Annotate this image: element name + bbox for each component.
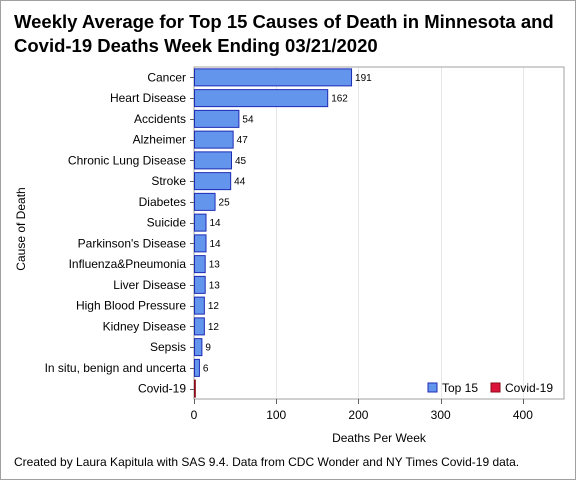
legend-swatch: [490, 382, 501, 393]
data-label: 13: [209, 260, 221, 271]
legend: Top 15 Covid-19: [427, 381, 553, 395]
footnote: Created by Laura Kapitula with SAS 9.4. …: [14, 455, 520, 469]
bar: [194, 68, 353, 87]
category-label: Sepsis: [150, 340, 186, 354]
data-label: 45: [235, 156, 247, 167]
bar: [194, 338, 203, 357]
bar: [194, 275, 206, 294]
x-tick-label: 100: [266, 408, 286, 422]
category-label: Liver Disease: [113, 278, 186, 292]
bar: [194, 255, 206, 274]
bar-layer: [194, 68, 353, 398]
data-label: 162: [331, 94, 348, 105]
bar: [194, 317, 205, 336]
legend-swatch: [427, 382, 438, 393]
category-label: Alzheimer: [133, 133, 186, 147]
category-label: Diabetes: [139, 195, 186, 209]
data-label: 12: [208, 322, 220, 333]
category-label: Cancer: [147, 70, 186, 84]
legend-label: Covid-19: [505, 381, 553, 395]
bar: [194, 172, 232, 191]
data-label: 54: [242, 114, 254, 125]
axis-layer: 0 100 200 300 400 Cancer Heart Disease Accident…: [45, 66, 565, 422]
data-label: 47: [237, 135, 249, 146]
data-label: 25: [219, 197, 231, 208]
data-label: 13: [209, 280, 221, 291]
category-label: Accidents: [134, 112, 186, 126]
category-label: Influenza&Pneumonia: [69, 257, 187, 271]
bar: [194, 109, 240, 128]
bar: [194, 192, 216, 211]
category-label: Suicide: [147, 216, 187, 230]
category-label: Heart Disease: [110, 91, 186, 105]
bar: [194, 234, 207, 253]
data-label: 6: [203, 363, 209, 374]
data-label: 12: [208, 301, 220, 312]
category-label: In situ, benign and uncerta: [45, 361, 187, 375]
x-tick-label: 400: [513, 408, 533, 422]
category-label: Chronic Lung Disease: [68, 153, 186, 167]
category-label: Stroke: [151, 174, 186, 188]
data-label: 14: [210, 239, 222, 250]
data-label: 9: [205, 343, 211, 354]
bar: [194, 130, 234, 149]
grid-layer: [276, 67, 524, 399]
data-label: 14: [210, 218, 222, 229]
category-label: Covid-19: [138, 382, 186, 396]
bar: [194, 358, 200, 377]
category-label: Parkinson's Disease: [78, 236, 187, 250]
data-label: 44: [234, 177, 246, 188]
y-axis-label: Cause of Death: [14, 187, 28, 270]
chart-title: Weekly Average for Top 15 Causes of Deat…: [14, 11, 554, 56]
bar: [194, 89, 329, 108]
bar: [194, 296, 205, 315]
bar: [194, 213, 207, 232]
bar: [194, 151, 232, 170]
plot-area-frame: [193, 66, 565, 400]
x-axis-label: Deaths Per Week: [332, 431, 427, 445]
x-tick-label: 300: [431, 408, 451, 422]
x-tick-label: 0: [191, 408, 198, 422]
x-tick-label: 200: [348, 408, 368, 422]
legend-label: Top 15: [442, 381, 478, 395]
bar: [194, 379, 196, 398]
data-label: 191: [355, 73, 372, 84]
category-label: High Blood Pressure: [76, 299, 186, 313]
category-label: Kidney Disease: [103, 319, 187, 333]
